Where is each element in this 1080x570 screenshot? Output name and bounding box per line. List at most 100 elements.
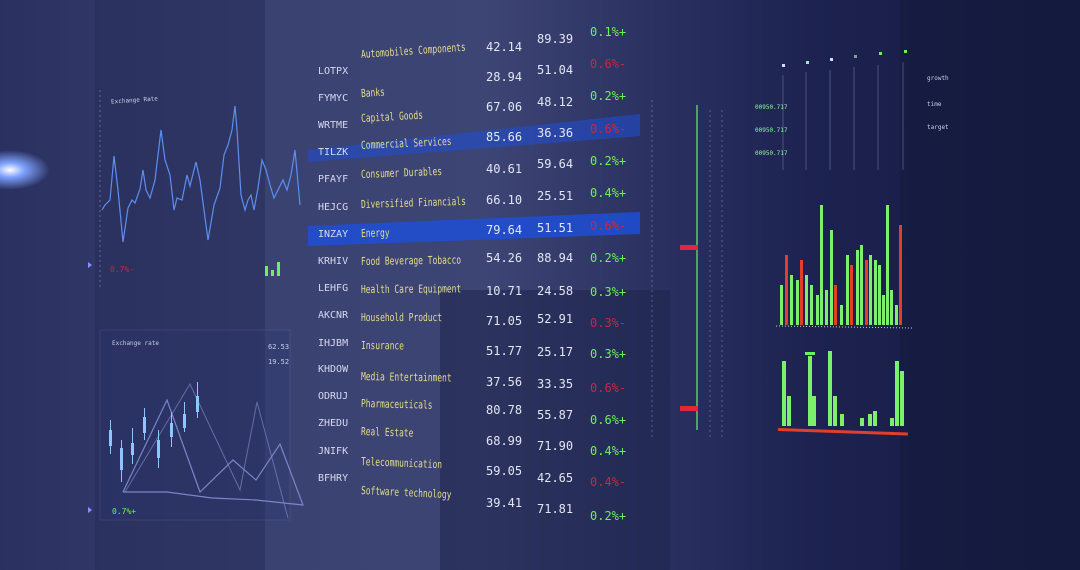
ticker-symbol: KRHIV (318, 256, 349, 267)
bar (895, 361, 899, 426)
change-percent: 0.4%- (590, 475, 627, 489)
value-1: 66.10 (486, 193, 523, 207)
value-2: 55.87 (537, 408, 574, 422)
sector-name: Energy (360, 226, 390, 240)
readout: 00950.717 (755, 150, 788, 157)
value-1: 67.06 (486, 100, 523, 114)
value-1: 40.61 (486, 162, 523, 176)
exchange-rate-value-2: 19.52 (268, 358, 290, 366)
red-marker (680, 245, 698, 250)
bar (787, 396, 791, 426)
bar (874, 260, 877, 325)
legend-label: growth (927, 75, 949, 82)
dot-column-chart (782, 50, 907, 170)
value-1: 71.05 (486, 314, 523, 328)
triangle-line-chart-secondary (124, 382, 289, 519)
ticker-symbol: FYMYC (318, 93, 349, 104)
bar (808, 356, 812, 426)
bar (873, 411, 877, 426)
mini-bar (271, 270, 274, 276)
bar (890, 290, 893, 325)
ticker-symbol: LEHFG (318, 283, 349, 294)
highlight-band-commercial-services (308, 114, 640, 162)
ticker-symbol: PFAYF (318, 174, 349, 185)
bar (850, 265, 853, 325)
value-2: 71.81 (537, 502, 574, 516)
readout: 00950.717 (755, 127, 788, 134)
bar (840, 305, 843, 325)
mini-bar (265, 266, 268, 276)
bar (890, 418, 894, 426)
value-2: 51.04 (537, 63, 574, 77)
bar (812, 396, 816, 426)
change-percent: 0.2%+ (590, 89, 627, 103)
bar (796, 280, 799, 325)
bar (830, 230, 833, 325)
bar (860, 418, 864, 426)
bar (868, 414, 872, 426)
triangle-marker-icon (88, 262, 92, 268)
bar (828, 351, 832, 426)
change-percent: 0.4%+ (590, 444, 627, 458)
sector-name: Insurance (360, 339, 404, 353)
ticker-symbol: BFHRY (318, 473, 349, 484)
ticker-symbol: TILZK (318, 147, 349, 158)
ticker-symbol: LOTPX (318, 66, 349, 77)
bar (840, 414, 844, 426)
value-2: 59.64 (537, 157, 574, 171)
exchange-panel-bottom (99, 329, 291, 521)
change-percent: 0.2%+ (590, 509, 627, 523)
change-percent: 0.2%+ (590, 251, 627, 265)
bar (878, 265, 881, 325)
ticker-symbol: ZHEDU (318, 418, 349, 429)
sector-name: Household Product (360, 311, 443, 325)
value-2: 88.94 (537, 251, 574, 265)
legend-label: target (927, 124, 949, 131)
change-percent: 0.1%+ (590, 25, 627, 39)
sector-name: Banks (360, 85, 386, 100)
candlestick-chart (109, 382, 199, 482)
value-1: 54.26 (486, 251, 523, 265)
mini-bar (277, 262, 280, 276)
bar-chart-upper (780, 205, 902, 325)
bar (895, 305, 898, 325)
value-2: 89.39 (537, 32, 574, 46)
bar (800, 260, 803, 325)
triangle-line-chart (122, 398, 304, 506)
value-1: 51.77 (486, 344, 523, 358)
building-silhouette (900, 0, 1080, 570)
exchange-rate-line (101, 105, 301, 243)
value-2: 51.51 (537, 221, 574, 235)
bar (882, 295, 885, 325)
value-1: 37.56 (486, 375, 523, 389)
value-2: 25.51 (537, 189, 574, 203)
ticker-symbol: IHJBM (318, 338, 349, 349)
value-2: 71.90 (537, 439, 574, 453)
value-1: 68.99 (486, 434, 523, 448)
change-percent: 0.3%+ (590, 347, 627, 361)
ticker-symbol: INZAY (318, 229, 349, 240)
change-percent: 0.6%+ (590, 413, 627, 427)
building-silhouette (95, 0, 265, 570)
change-percent: 0.6%- (590, 122, 627, 136)
change-percent: 0.6%- (590, 219, 627, 233)
ticker-symbol: HEJCG (318, 202, 349, 213)
change-percent: 0.4%+ (590, 186, 627, 200)
ticker-symbol: JNIFK (318, 446, 349, 457)
value-1: 80.78 (486, 403, 523, 417)
value-1: 85.66 (486, 130, 523, 144)
exchange-rate-change-bottom: 0.7%+ (112, 507, 137, 516)
exchange-rate-value-1: 62.53 (268, 343, 290, 351)
value-2: 42.65 (537, 471, 574, 485)
triangle-marker-icon (88, 507, 92, 513)
bar (790, 275, 793, 325)
bar (785, 255, 788, 325)
bar (780, 285, 783, 325)
ticker-symbol: AKCNR (318, 310, 349, 321)
value-1: 59.05 (486, 464, 523, 478)
bar (860, 245, 863, 325)
change-percent: 0.2%+ (590, 154, 627, 168)
building-silhouette (440, 290, 670, 570)
ticker-symbol: WRTME (318, 120, 349, 131)
bar (825, 290, 828, 325)
